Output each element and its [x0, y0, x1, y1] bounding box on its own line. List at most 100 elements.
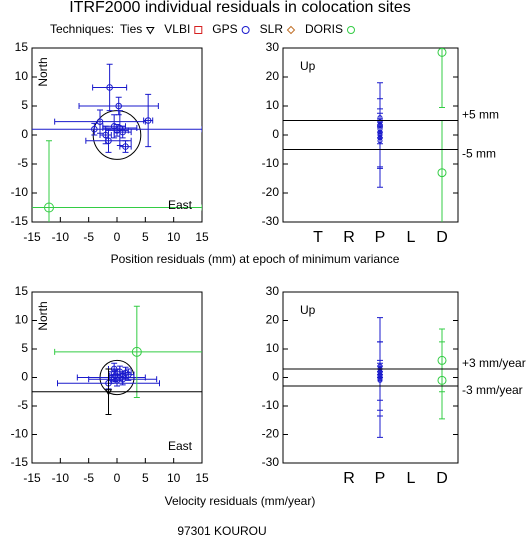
y-tick-label: 15: [15, 284, 29, 298]
y-error-bar: [145, 93, 152, 148]
plot-area: [32, 63, 202, 222]
marker: [122, 143, 129, 150]
reference-label: -5 mm: [462, 147, 496, 161]
y-tick-label: 10: [15, 313, 29, 327]
x-tick-label: 15: [195, 230, 209, 244]
error-bar: [439, 341, 445, 420]
y-tick-label: -5: [17, 156, 28, 170]
reference-label: +5 mm: [462, 108, 499, 122]
y-error-bar: [106, 63, 113, 112]
x-tick-label: -15: [23, 471, 41, 485]
y-tick-label: -15: [11, 455, 29, 469]
y-tick-label: 10: [266, 98, 280, 112]
legend-label: DORIS: [305, 22, 343, 36]
y-tick-label: -20: [262, 185, 280, 199]
y-tick-label: -30: [262, 214, 280, 228]
y-tick-label: -10: [11, 427, 29, 441]
marker: [194, 26, 203, 34]
y-tick-label: 30: [266, 40, 280, 54]
category-label: P: [375, 470, 386, 487]
y-tick-label: -10: [262, 398, 280, 412]
plot-frame: [282, 47, 459, 223]
x-tick-label: 15: [195, 471, 209, 485]
y-tick-label: 0: [272, 127, 279, 141]
plot-area: [377, 317, 447, 438]
category-label: L: [407, 229, 416, 246]
error-bar: [439, 48, 445, 108]
marker: [437, 48, 447, 57]
error-bar: [377, 341, 383, 417]
y-error-bar: [91, 122, 98, 136]
plot-area: [377, 48, 447, 222]
error-bar: [439, 120, 445, 222]
x-tick-label: -5: [83, 230, 94, 244]
y-tick-label: 20: [266, 313, 280, 327]
marker: [131, 346, 142, 357]
north-label: North: [36, 57, 50, 86]
north-label: North: [36, 301, 50, 330]
footer: 97301 KOUROU: [177, 524, 266, 538]
y-error-bar: [112, 369, 119, 382]
up-label: Up: [300, 59, 316, 73]
x-tick-label: -15: [23, 230, 41, 244]
category-label: R: [343, 470, 355, 487]
y-tick-label: -15: [11, 214, 29, 228]
y-tick-label: 5: [21, 98, 28, 112]
y-tick-label: 30: [266, 284, 280, 298]
position-label: Position residuals (mm) at epoch of mini…: [111, 252, 400, 266]
x-tick-label: -10: [52, 230, 70, 244]
category-label: L: [407, 470, 416, 487]
y-tick-label: 0: [21, 127, 28, 141]
reference-label: -3 mm/year: [462, 383, 523, 397]
marker: [115, 102, 122, 110]
marker: [112, 372, 119, 380]
plot-area: [32, 305, 202, 416]
category-label: D: [436, 229, 448, 246]
x-tick-label: -10: [52, 471, 70, 485]
marker: [241, 26, 250, 34]
x-tick-label: -5: [83, 471, 94, 485]
error-bar: [377, 98, 383, 169]
x-tick-label: 0: [114, 471, 121, 485]
marker: [144, 117, 152, 124]
x-tick-label: 10: [167, 230, 181, 244]
marker: [437, 168, 447, 178]
legend-label: VLBI: [164, 22, 190, 36]
y-tick-label: -5: [17, 398, 28, 412]
y-error-bar: [133, 305, 140, 398]
marker: [145, 27, 155, 35]
legend-label: SLR: [260, 22, 284, 36]
marker: [125, 371, 132, 378]
y-error-bar: [125, 368, 132, 381]
marker: [106, 84, 113, 91]
marker: [102, 131, 109, 139]
y-tick-label: -10: [262, 156, 280, 170]
y-tick-label: 10: [15, 69, 29, 83]
marker: [96, 118, 104, 125]
y-tick-label: 20: [266, 69, 280, 83]
plot-frame: [282, 291, 459, 464]
y-error-bar: [102, 125, 109, 145]
title: ITRF2000 individual residuals in colocat…: [69, 0, 411, 16]
y-tick-label: 5: [21, 341, 28, 355]
y-error-bar: [105, 368, 112, 416]
category-label: P: [375, 229, 386, 246]
up-label: Up: [300, 303, 316, 317]
y-tick-label: -30: [262, 455, 280, 469]
east-label: East: [168, 198, 193, 212]
marker: [44, 202, 54, 213]
marker: [116, 124, 124, 132]
x-tick-label: 10: [167, 471, 181, 485]
category-label: T: [313, 229, 323, 246]
marker: [347, 26, 355, 34]
marker: [377, 376, 383, 382]
category-label: D: [436, 470, 448, 487]
x-tick-label: 5: [142, 230, 149, 244]
y-tick-label: 0: [21, 370, 28, 384]
y-error-bar: [105, 128, 112, 153]
east-label: East: [168, 439, 193, 453]
y-tick-label: 0: [272, 370, 279, 384]
y-tick-label: 15: [15, 40, 29, 54]
marker: [377, 131, 383, 137]
